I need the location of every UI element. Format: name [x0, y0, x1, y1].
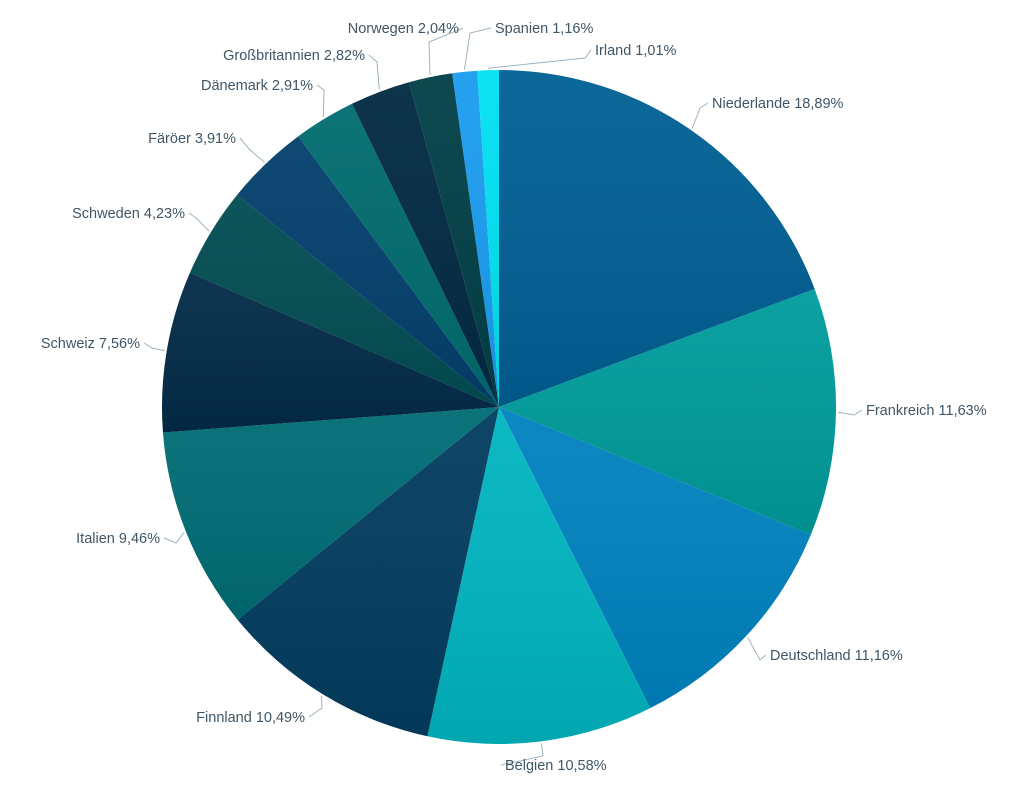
pie-slice-shade-grossbritannien [351, 82, 499, 408]
slice-label-schweden: Schweden 4,23% [72, 206, 185, 222]
pie-slices [161, 70, 836, 744]
leader-line-grossbritannien [368, 54, 380, 90]
leader-line-schweiz [143, 342, 165, 352]
leader-line-deutschland [747, 637, 767, 661]
slice-label-spanien: Spanien 1,16% [495, 21, 593, 37]
pie-slice-shade-schweden [189, 194, 499, 407]
pie-slice-shade-irland [477, 70, 499, 407]
leader-line-faeroeer [239, 137, 265, 163]
slice-label-finnland: Finnland 10,49% [196, 710, 305, 726]
label-leaders [143, 27, 863, 766]
slice-label-schweiz: Schweiz 7,56% [41, 336, 140, 352]
leader-line-finnland [308, 695, 323, 718]
pie-slice-shade-italien [162, 407, 499, 620]
pie-slice-shade-deutschland [499, 407, 811, 709]
pie-slice-shade-frankreich [499, 288, 836, 535]
leader-line-irland [487, 49, 592, 69]
pie-slice-shade-norwegen [409, 73, 499, 408]
slice-label-irland: Irland 1,01% [595, 43, 677, 59]
pie-slice-shade-belgien [427, 407, 651, 744]
pie-slice-shade-faeroeer [237, 136, 499, 407]
slice-label-belgien: Belgien 10,58% [505, 758, 607, 774]
slice-label-norwegen: Norwegen 2,04% [348, 21, 459, 37]
pie-slice-shade-niederlande [499, 70, 815, 407]
pie-slice-shade-daenemark [298, 103, 499, 407]
leader-line-frankreich [837, 409, 863, 416]
pie-slice-shade-schweiz [161, 272, 499, 433]
pie-slice-shade-finnland [237, 407, 500, 737]
slice-labels: Niederlande 18,89% Frankreich 11,63% Deuts… [41, 21, 987, 774]
leader-line-schweden [188, 212, 210, 232]
leader-line-niederlande [691, 102, 709, 129]
pie-slice-shade-spanien [452, 70, 499, 408]
slice-label-frankreich: Frankreich 11,63% [866, 403, 987, 419]
slice-label-grossbritannien: Großbritannien 2,82% [223, 48, 365, 64]
slice-label-faeroeer: Färöer 3,91% [148, 131, 236, 147]
leader-line-belgien [500, 743, 544, 766]
leader-line-norwegen [428, 27, 464, 76]
slice-label-daenemark: Dänemark 2,91% [201, 78, 313, 94]
slice-label-italien: Italien 9,46% [76, 531, 160, 547]
slice-label-deutschland: Deutschland 11,16% [770, 648, 903, 664]
leader-line-spanien [463, 27, 492, 70]
leader-line-daenemark [316, 84, 325, 118]
leader-line-italien [163, 532, 185, 544]
slice-label-niederlande: Niederlande 18,89% [712, 96, 844, 112]
